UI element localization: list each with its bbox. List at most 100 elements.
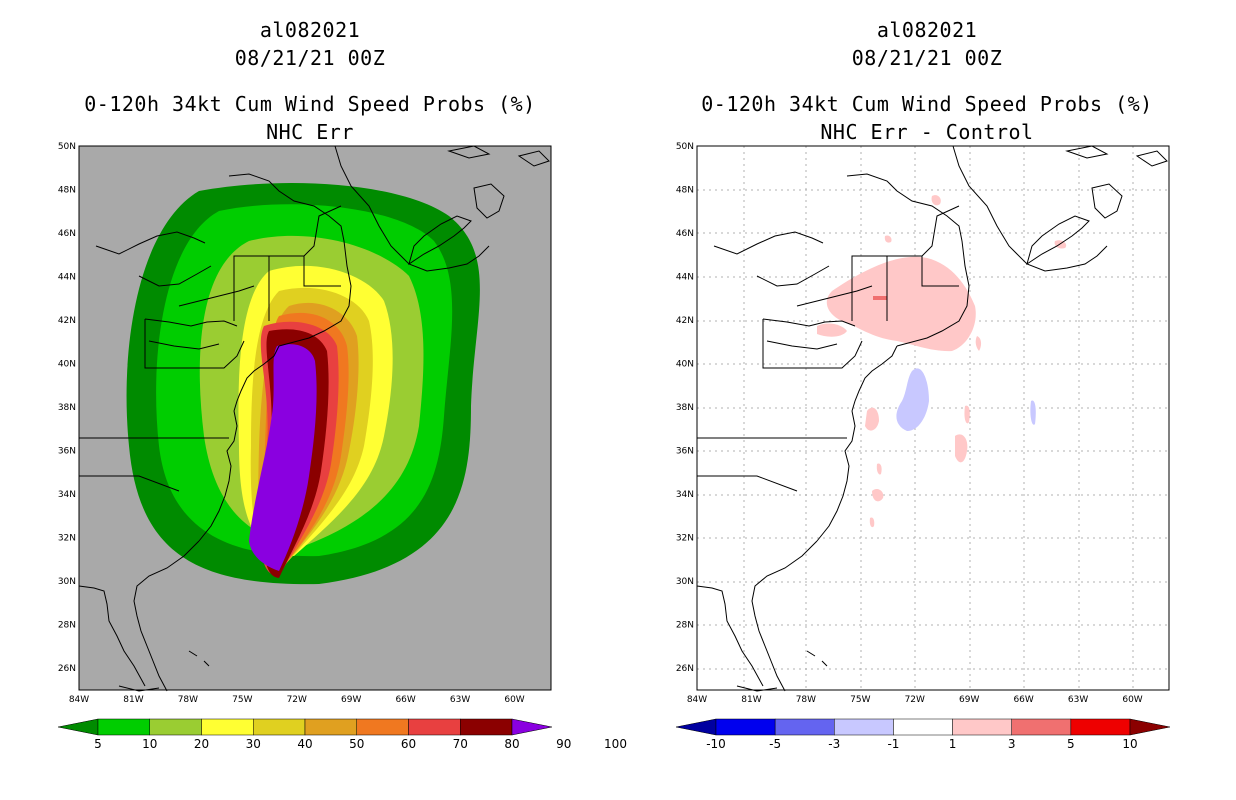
left-lat-label-50N: 50N [58, 142, 76, 152]
right-lon-label-84W: 84W [687, 695, 707, 705]
left-lon-label-69W: 69W [341, 695, 361, 705]
left-cbar-segment-5 [304, 718, 357, 736]
left-lat-label-40N: 40N [58, 360, 76, 370]
left-lat-label-44N: 44N [58, 273, 76, 283]
right-lat-label-36N: 36N [676, 447, 694, 457]
right-cbar-label-1: -5 [769, 737, 781, 751]
left-lat-label-30N: 30N [58, 577, 76, 587]
left-cbar-label-2: 20 [194, 737, 209, 751]
left-cbar-label-0: 5 [94, 737, 102, 751]
right-lat-label-40N: 40N [676, 360, 694, 370]
left-lon-label-60W: 60W [504, 695, 524, 705]
left-lat-label-28N: 28N [58, 621, 76, 631]
right-lat-label-28N: 28N [676, 621, 694, 631]
right-lat-label-34N: 34N [676, 490, 694, 500]
left-subtitle: NHC Err [266, 120, 354, 144]
left-lat-label-38N: 38N [58, 403, 76, 413]
right-lon-label-66W: 66W [1013, 695, 1033, 705]
left-lon-label-78W: 78W [178, 695, 198, 705]
right-lon-label-81W: 81W [741, 695, 761, 705]
right-cbar-label-4: 1 [949, 737, 957, 751]
left-cbar-segment-4 [253, 718, 306, 736]
left-cbar-label-1: 10 [142, 737, 157, 751]
right-difference-contours [817, 195, 1067, 528]
right-storm-id: al082021 [876, 18, 978, 42]
right-cbar-arrow-high [1129, 718, 1171, 736]
left-cbar-arrow-high [511, 718, 553, 736]
right-lat-label-46N: 46N [676, 229, 694, 239]
right-lon-label-60W: 60W [1122, 695, 1142, 705]
left-cbar-segment-8 [460, 718, 513, 736]
left-cbar-arrow-low [57, 718, 99, 736]
right-map-background [696, 145, 1170, 691]
left-cbar-segment-3 [201, 718, 254, 736]
right-cbar-label-7: 10 [1122, 737, 1137, 751]
left-cbar-label-6: 60 [401, 737, 416, 751]
right-cbar-label-3: -1 [887, 737, 899, 751]
right-cbar-label-0: -10 [706, 737, 726, 751]
left-storm-id: al082021 [259, 18, 361, 42]
right-axis-labels: 50N 48N 46N 44N 42N 40N 38N 36N 34N 32N 30N 28N 26N 8… [676, 142, 1143, 705]
left-lat-label-46N: 46N [58, 229, 76, 239]
left-map-panel [78, 145, 552, 692]
right-lat-label-42N: 42N [676, 316, 694, 326]
right-colorbar: -10 -5 -3 -1 1 3 5 10 [675, 718, 1171, 751]
left-cbar-label-8: 80 [504, 737, 519, 751]
right-cbar-segment-1 [715, 718, 776, 736]
right-cbar-arrow-low [675, 718, 717, 736]
left-lon-label-84W: 84W [69, 695, 89, 705]
left-datetime: 08/21/21 00Z [234, 46, 386, 70]
right-lon-label-72W: 72W [905, 695, 925, 705]
left-lat-label-36N: 36N [58, 447, 76, 457]
left-cbar-label-9: 90 [556, 737, 571, 751]
right-product-title: 0-120h 34kt Cum Wind Speed Probs (%) [701, 92, 1153, 116]
right-cbar-label-6: 5 [1067, 737, 1075, 751]
left-lon-label-66W: 66W [395, 695, 415, 705]
right-cbar-segment-7 [1070, 718, 1131, 736]
left-cbar-label-10: 100 [604, 737, 627, 751]
right-lon-label-63W: 63W [1068, 695, 1088, 705]
right-cbar-label-2: -3 [828, 737, 840, 751]
left-cbar-segment-1 [97, 718, 150, 736]
right-cbar-label-5: 3 [1008, 737, 1016, 751]
right-lat-label-50N: 50N [676, 142, 694, 152]
left-lat-label-26N: 26N [58, 664, 76, 674]
left-colorbar: 5 10 20 30 40 50 60 70 80 90 100 [57, 718, 627, 751]
left-lon-label-72W: 72W [287, 695, 307, 705]
left-lon-label-63W: 63W [450, 695, 470, 705]
right-lat-label-44N: 44N [676, 273, 694, 283]
left-cbar-segment-6 [356, 718, 409, 736]
right-datetime: 08/21/21 00Z [851, 46, 1003, 70]
right-lat-label-26N: 26N [676, 664, 694, 674]
right-lon-label-69W: 69W [959, 695, 979, 705]
left-lon-label-81W: 81W [123, 695, 143, 705]
right-lat-label-48N: 48N [676, 186, 694, 196]
right-cbar-segment-2 [774, 718, 835, 736]
right-cbar-segment-3 [834, 718, 894, 736]
right-cbar-segment-4 [893, 718, 953, 736]
left-probability-contours [126, 183, 480, 585]
right-subtitle: NHC Err - Control [820, 120, 1034, 144]
left-lon-label-75W: 75W [232, 695, 252, 705]
left-cbar-segment-7 [408, 718, 461, 736]
right-lon-label-78W: 78W [796, 695, 816, 705]
left-cbar-segment-2 [149, 718, 202, 736]
left-cbar-label-4: 40 [297, 737, 312, 751]
left-lat-label-48N: 48N [58, 186, 76, 196]
left-axis-labels: 50N 48N 46N 44N 42N 40N 38N 36N 34N 32N 30N 28N 26N 8… [58, 142, 525, 705]
left-cbar-label-7: 70 [453, 737, 468, 751]
left-lat-label-34N: 34N [58, 490, 76, 500]
left-lat-label-42N: 42N [58, 316, 76, 326]
right-lon-label-75W: 75W [850, 695, 870, 705]
right-lat-label-38N: 38N [676, 403, 694, 413]
right-cbar-segment-6 [1011, 718, 1072, 736]
left-cbar-label-5: 50 [349, 737, 364, 751]
right-gridlines [697, 146, 1169, 690]
right-map-panel [696, 145, 1170, 692]
right-lat-label-30N: 30N [676, 577, 694, 587]
left-product-title: 0-120h 34kt Cum Wind Speed Probs (%) [84, 92, 536, 116]
right-cbar-segment-5 [952, 718, 1012, 736]
left-cbar-label-3: 30 [246, 737, 261, 751]
left-lat-label-32N: 32N [58, 534, 76, 544]
